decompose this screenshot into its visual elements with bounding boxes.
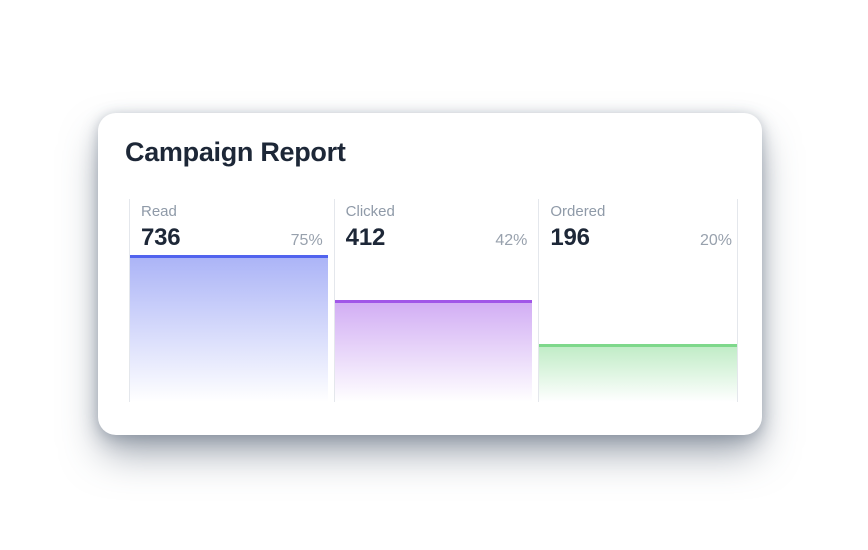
campaign-report-card: Campaign Report Read 736 75% Clicked <box>98 113 762 435</box>
stat-value: 412 <box>345 224 386 251</box>
bar-area-ordered <box>539 252 738 402</box>
stat-header-read: Read 736 75% <box>130 199 328 252</box>
bar-area-read <box>130 252 328 402</box>
stat-column-read: Read 736 75% <box>129 199 334 402</box>
stat-column-clicked: Clicked 412 42% <box>333 199 539 402</box>
stat-header-ordered: Ordered 196 20% <box>539 199 737 252</box>
stat-number-row: 196 20% <box>550 224 732 252</box>
bar-read <box>130 255 328 402</box>
stat-label: Clicked <box>345 203 395 220</box>
page-title: Campaign Report <box>125 137 346 167</box>
stat-label: Read <box>141 203 177 220</box>
bar-ordered <box>539 344 738 402</box>
stat-header-clicked: Clicked 412 42% <box>335 199 533 252</box>
stat-column-ordered: Ordered 196 20% <box>538 199 739 402</box>
stat-value: 196 <box>550 224 590 251</box>
stat-number-row: 736 75% <box>141 224 323 252</box>
stat-value: 736 <box>141 224 181 251</box>
stat-percent: 75% <box>290 232 323 249</box>
stat-percent: 42% <box>495 232 528 249</box>
stat-number-row: 412 42% <box>346 224 528 252</box>
stat-label: Ordered <box>550 203 606 220</box>
campaign-stats-chart: Read 736 75% Clicked 412 42% <box>129 199 739 402</box>
bar-clicked <box>334 300 533 402</box>
bar-area-clicked <box>334 252 533 402</box>
stat-percent: 20% <box>699 232 733 249</box>
